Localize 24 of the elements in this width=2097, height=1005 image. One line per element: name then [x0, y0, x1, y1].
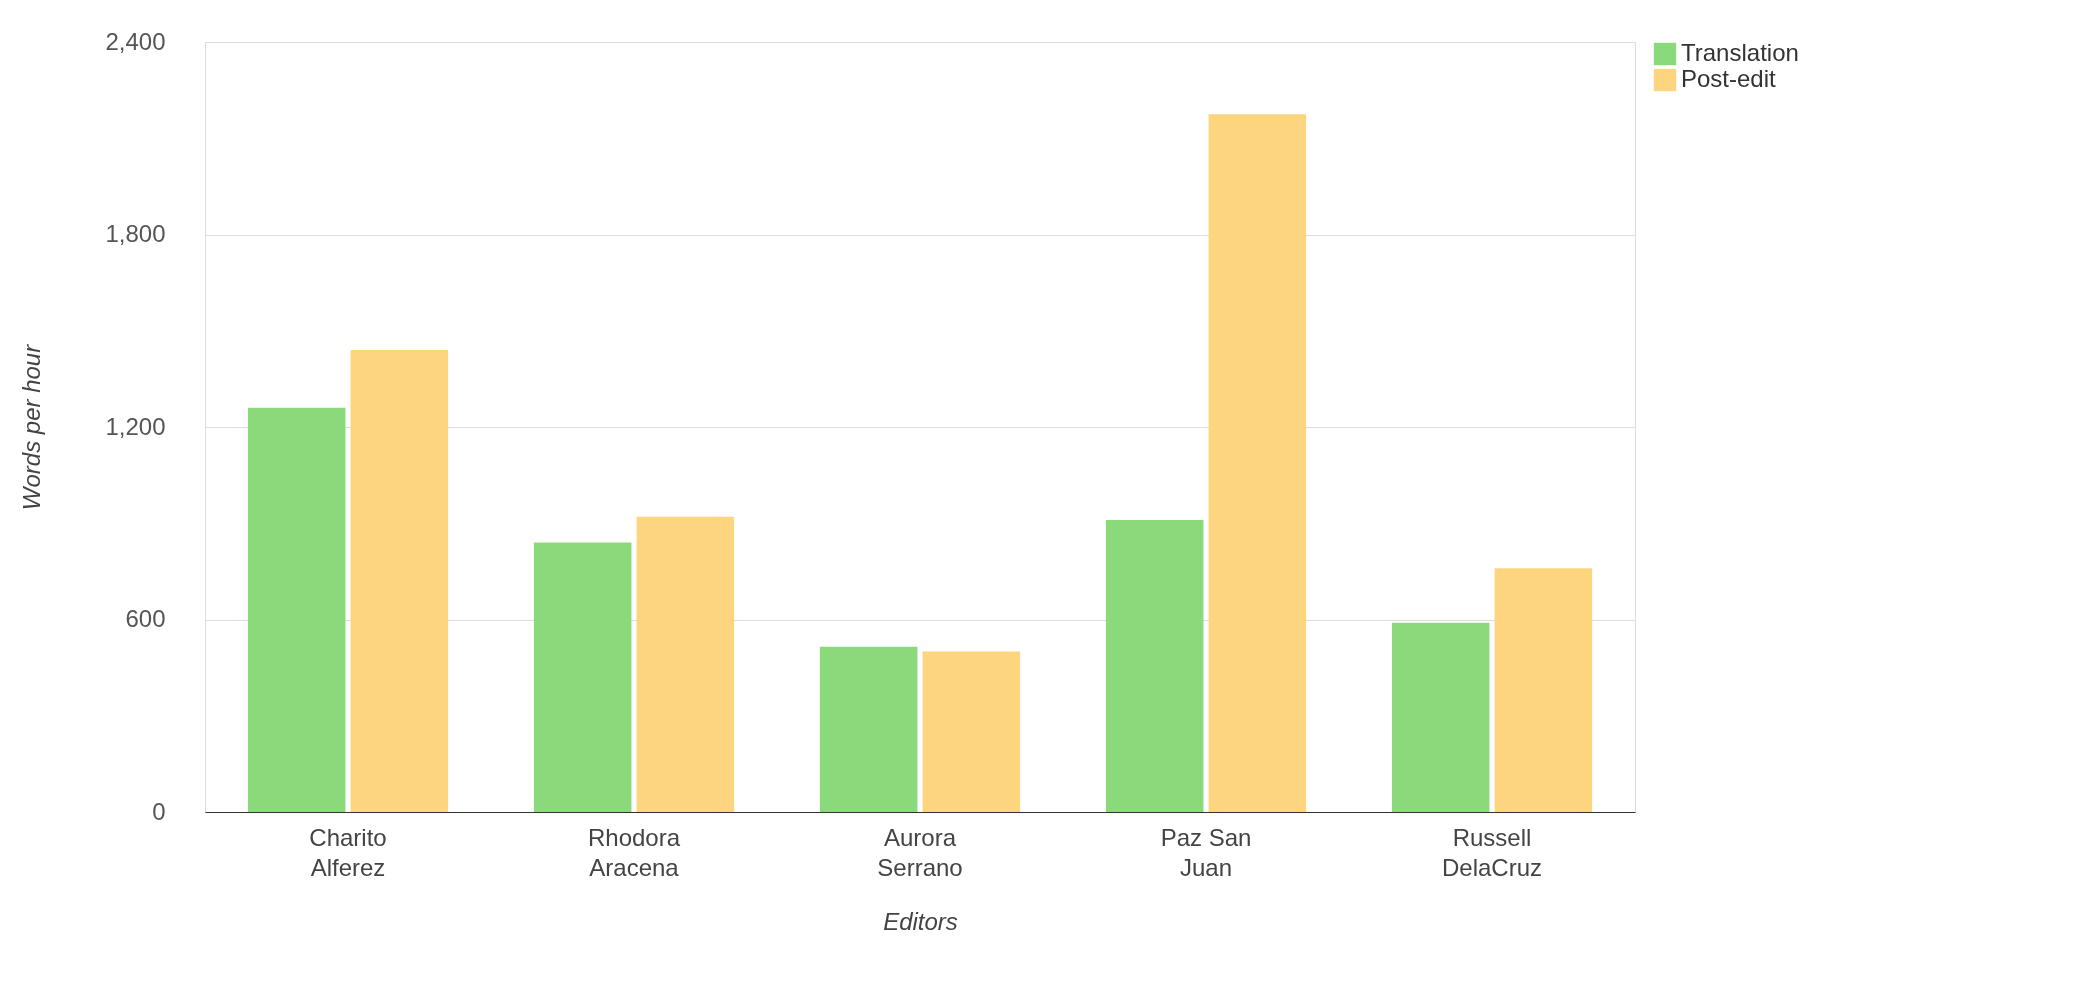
x-tick-label: Charito Alferez	[309, 823, 387, 881]
bar	[636, 516, 735, 812]
legend-label: Translation	[1681, 39, 1799, 66]
x-axis-title: Editors	[883, 907, 958, 935]
y-tick-label: 1,800	[105, 220, 166, 247]
legend-label: Post-edit	[1681, 65, 1777, 92]
bar	[533, 542, 632, 812]
y-tick-label: 0	[152, 797, 166, 825]
bar	[247, 407, 346, 812]
bar	[350, 350, 449, 812]
bar	[1391, 622, 1490, 812]
bar	[1105, 520, 1204, 812]
y-tick-label: 2,400	[105, 27, 166, 55]
x-tick-label: Paz San Juan	[1160, 823, 1252, 881]
y-tick-label: 1,200	[105, 412, 166, 440]
bar	[819, 646, 918, 812]
x-tick-label: Rhodora Aracena	[587, 823, 681, 881]
x-tick-label: Aurora Serrano	[877, 823, 963, 881]
y-axis-title: Words per hour	[18, 343, 46, 511]
y-tick-label: 600	[125, 605, 166, 632]
x-tick-label: Russell DelaCruz	[1441, 823, 1543, 881]
bar	[1208, 114, 1307, 812]
bar	[922, 651, 1021, 812]
bar	[1494, 568, 1593, 812]
